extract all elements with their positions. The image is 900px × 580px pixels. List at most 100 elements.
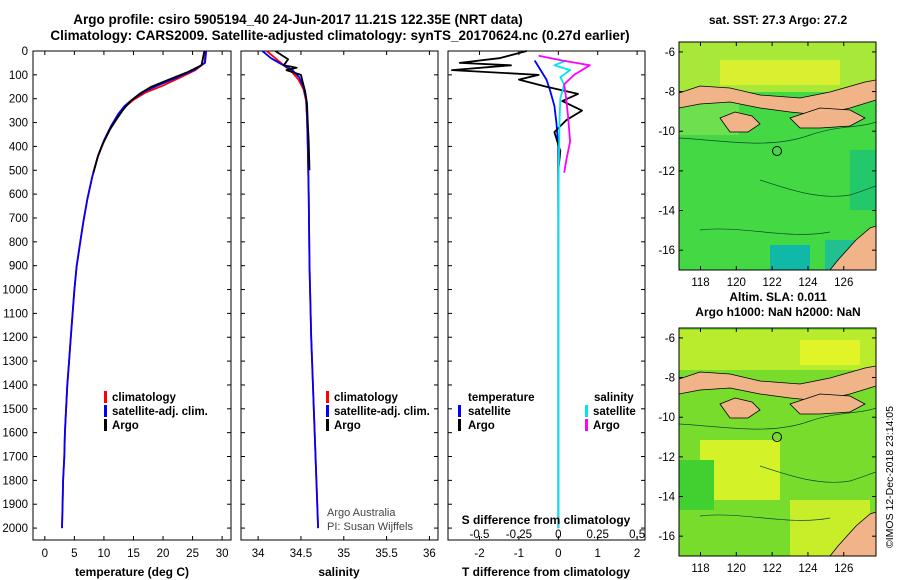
map-lat-tick-label: -6 [665,47,675,59]
bathy-line [679,121,876,144]
temperature-axis: 0 5 10 15 20 25 30 [42,51,229,560]
sst-float-marker [772,146,782,156]
salinity-series [261,50,319,529]
temperature-legend: climatology satellite-adj. clim. Argo [104,391,208,432]
sst-bathymetry [679,121,876,235]
temperature-tick-label: 25 [186,548,199,560]
temperature-tick-label: 0 [42,548,48,560]
temperature-tick-label: 10 [98,548,111,560]
sla-low-patch [679,460,714,510]
difference-panel-frame [447,50,646,541]
depth-tick-label: 1100 [3,308,28,320]
depth-tick-label: 600 [9,189,28,201]
sst-map-title: sat. SST: 27.3 Argo: 27.2 [709,13,848,27]
legend-swatch-climatology [326,391,329,403]
map-lat-tick-label: -12 [658,452,675,464]
s-difference-tick-label: 0.5 [629,529,645,541]
depth-tick-label: 0 [22,46,28,58]
map-lon-tick-label: 122 [763,563,782,575]
map-lon-tick-label: 120 [727,563,746,575]
bathy-line [699,514,831,521]
depth-tick-label: 100 [9,70,28,82]
map-lon-tick-label: 126 [834,563,853,575]
map-lat-tick-label: -6 [665,333,675,345]
credit-line2: PI: Susan Wijffels [327,521,413,533]
legend-climatology: climatology [334,392,399,404]
temperature-tick-label: 5 [71,548,77,560]
land-flores-timor [679,79,876,116]
map-lon-tick-label: 126 [834,277,853,289]
depth-tick-label: 500 [9,165,28,177]
s-difference-tick-label: -0.5 [470,529,490,541]
sla-bathymetry [679,407,876,521]
map-lon-tick-label: 120 [727,277,746,289]
temperature-tick-label: 15 [127,548,140,560]
depth-tick-label: 1300 [2,356,28,368]
salinity-axis-label: salinity [318,565,360,579]
temperature-tick-label: 30 [216,548,229,560]
legend-swatch-satellite [104,405,107,417]
sla-map-frame [678,327,877,557]
series-satellite-adj-clim- [61,50,208,529]
temperature-axis-label: temperature (deg C) [75,565,189,579]
series-argo [92,50,206,173]
map-lat-tick-label: -14 [658,492,675,504]
t-difference-tick-label: -2 [474,548,484,560]
map-lon-tick-label: 124 [798,277,818,289]
t-difference-tick-label: -1 [514,548,524,560]
map-lat-tick-label: -14 [658,206,675,218]
temperature-panel-frame [32,50,232,541]
sla-map-subtitle: Argo h1000: NaN h2000: NaN [695,305,860,319]
t-difference-tick-label: 1 [595,548,601,560]
legend-satellite: satellite-adj. clim. [334,406,430,418]
t-difference-tick-label: 2 [634,548,640,560]
difference-legend: temperature satellite Argo salinity sate… [458,392,636,432]
legend-swatch-s-satellite [585,405,588,417]
salinity-panel-frame [240,50,439,541]
land-australia [829,225,876,270]
legend-t-satellite: satellite [468,406,511,418]
s-difference-tick-label: 0.25 [587,529,609,541]
depth-tick-label: 1900 [2,499,28,511]
s-difference-tick-label: -0.25 [506,529,532,541]
salinity-tick-label: 34 [252,548,265,560]
map-lat-tick-label: -8 [665,373,675,385]
series-t-argo [450,50,583,171]
bathy-line [679,407,876,430]
figure-title-line2: Climatology: CARS2009. Satellite-adjuste… [50,28,629,43]
depth-axis: 0 100 200 300 400 500 600 700 800 900 1000 1100 1200… [2,46,645,535]
map-lat-tick-label: -16 [658,245,675,257]
temperature-tick-label: 20 [157,548,170,560]
sla-high-patch-3 [800,340,860,365]
bathy-line [699,228,831,235]
legend-swatch-argo [326,419,329,431]
legend-s-argo: Argo [593,420,620,432]
depth-tick-label: 1600 [2,428,28,440]
series-satellite-adj-clim- [261,50,319,529]
sla-map [679,328,876,556]
legend-swatch-argo [104,419,107,431]
credit-line1: Argo Australia [327,507,396,519]
sst-patch-east [850,150,876,210]
depth-tick-label: 1500 [2,404,28,416]
sst-land [679,79,876,270]
sst-warm-patch [720,60,840,85]
map-lat-tick-label: -10 [658,126,675,138]
sla-map-title: Altim. SLA: 0.011 [729,290,827,304]
sla-float-marker [772,432,782,442]
sla-map-axes: 118 120 122 124 126 -6 -8 -10 -12 -14 -16 [658,328,876,575]
sst-map [679,42,876,270]
land-sumba [719,397,761,419]
sst-cool-patch [770,245,810,270]
depth-tick-label: 200 [9,94,28,106]
salinity-tick-label: 36 [423,548,436,560]
depth-tick-label: 2000 [2,523,28,535]
map-lon-tick-label: 118 [691,277,709,289]
legend-argo: Argo [112,420,139,432]
map-lon-tick-label: 122 [763,277,782,289]
map-lat-tick-label: -16 [658,531,675,543]
legend-argo: Argo [334,420,361,432]
depth-tick-label: 300 [9,118,28,130]
legend-swatch-s-argo [585,419,588,431]
